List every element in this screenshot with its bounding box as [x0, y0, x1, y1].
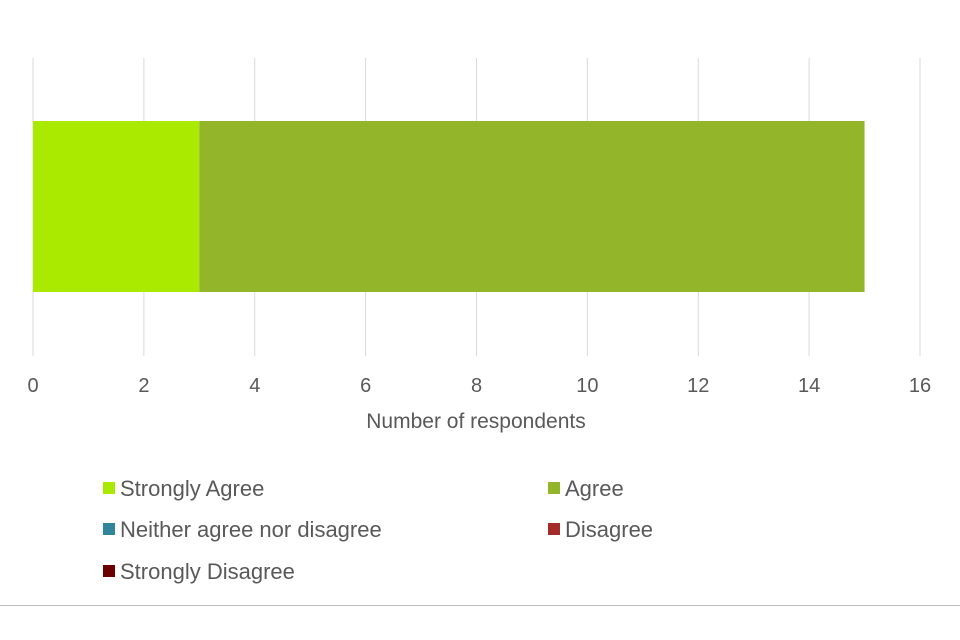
legend-label: Agree [565, 476, 624, 501]
legend-swatch [103, 565, 115, 577]
legend-label: Disagree [565, 517, 653, 542]
legend-swatch [103, 482, 115, 494]
legend-swatch [103, 523, 115, 535]
x-tick-label: 12 [687, 375, 709, 397]
legend-swatch [548, 523, 560, 535]
legend-label: Strongly Disagree [120, 559, 295, 584]
bars [33, 121, 865, 292]
x-axis-ticks: 0 2 4 6 8 10 12 14 16 [27, 375, 931, 397]
bar-agree [199, 121, 865, 292]
x-axis-title: Number of respondents [366, 410, 585, 433]
legend-swatch [548, 482, 560, 494]
x-tick-label: 14 [798, 375, 820, 397]
legend-label: Neither agree nor disagree [120, 517, 382, 542]
legend-label: Strongly Agree [120, 476, 264, 501]
x-tick-label: 16 [909, 375, 931, 397]
x-tick-label: 8 [471, 375, 482, 397]
x-tick-label: 10 [576, 375, 598, 397]
x-tick-label: 2 [138, 375, 149, 397]
bar-strongly-agree [33, 121, 200, 292]
bottom-divider [0, 605, 960, 606]
x-tick-label: 4 [249, 375, 260, 397]
x-tick-label: 6 [360, 375, 371, 397]
x-tick-label: 0 [27, 375, 38, 397]
legend: Strongly Agree Agree Neither agree nor dis… [103, 476, 653, 584]
